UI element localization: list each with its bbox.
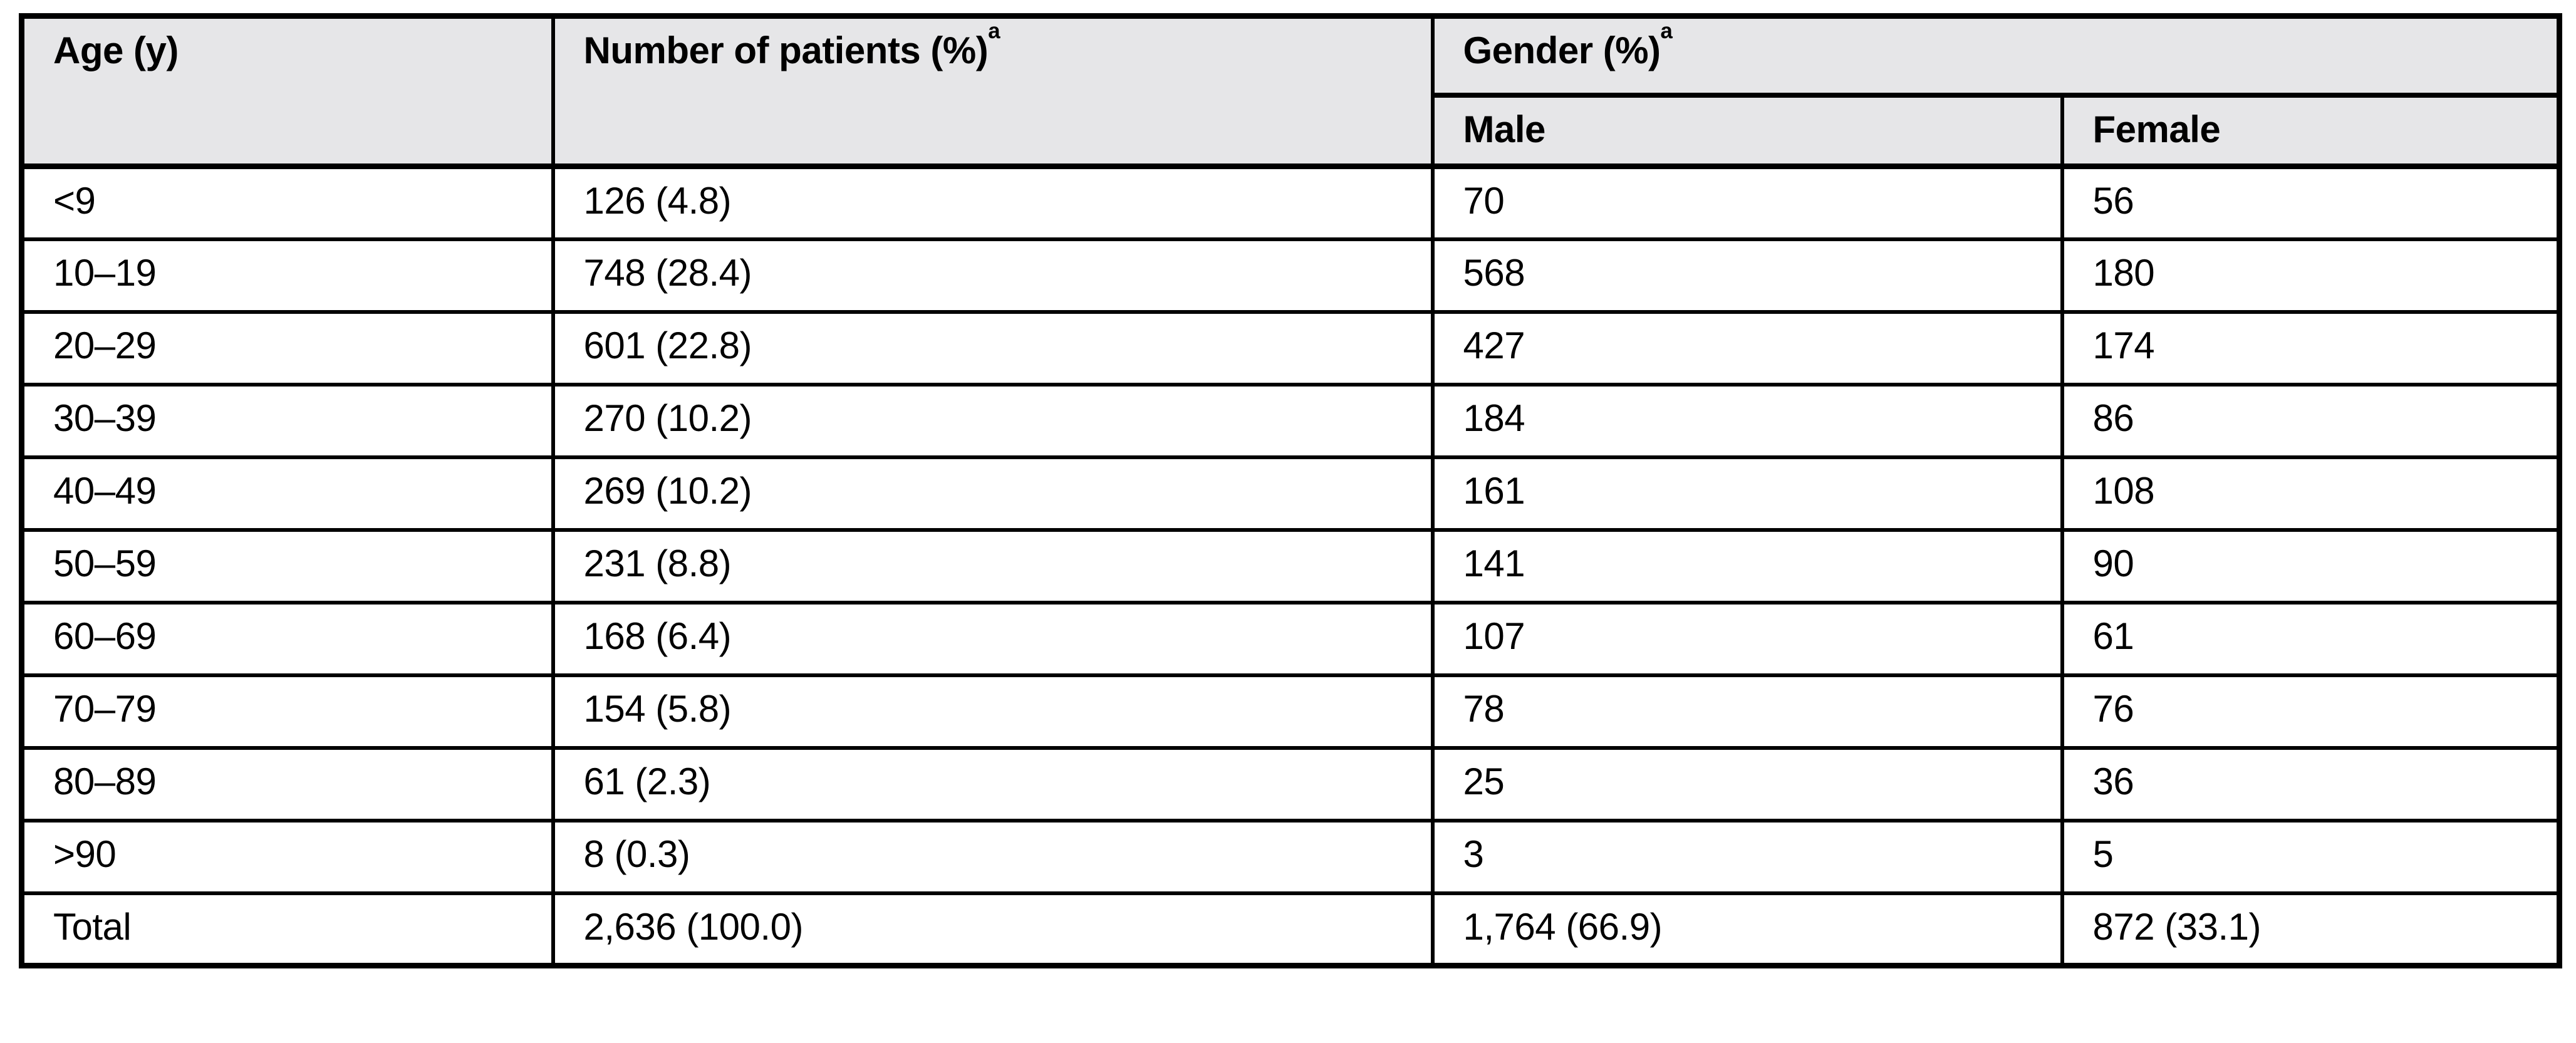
table-row-age-20-29: 20–29 601 (22.8) 427 174 <box>19 309 2562 387</box>
cell-age: 40–49 <box>19 455 555 532</box>
table-row-age-gt90: >90 8 (0.3) 3 5 <box>19 818 2562 895</box>
col-header-patients-label: Number of patients (%) <box>583 29 989 71</box>
cell-female: 180 <box>2060 237 2562 314</box>
cell-age: 80–89 <box>19 745 555 822</box>
cell-patients: 8 (0.3) <box>551 818 1435 895</box>
cell-female: 108 <box>2060 455 2562 532</box>
age-gender-table: Age (y) Number of patients (%)a Gender (… <box>19 13 2562 968</box>
cell-female: 90 <box>2060 527 2562 605</box>
cell-patients: 601 (22.8) <box>551 309 1435 387</box>
cell-age: 20–29 <box>19 309 555 387</box>
footnote-marker-a: a <box>988 18 1000 43</box>
cell-age: 30–39 <box>19 382 555 459</box>
cell-female: 61 <box>2060 600 2562 677</box>
table-row-age-80-89: 80–89 61 (2.3) 25 36 <box>19 745 2562 822</box>
col-header-gender-label: Gender (%) <box>1463 29 1661 71</box>
cell-male: 141 <box>1430 527 2064 605</box>
cell-age: 70–79 <box>19 673 555 750</box>
col-header-age-label: Age (y) <box>53 29 179 71</box>
cell-male: 70 <box>1430 164 2064 241</box>
col-header-age: Age (y) <box>19 14 555 169</box>
footnote-marker-a: a <box>1660 18 1673 43</box>
cell-age: <9 <box>19 164 555 241</box>
cell-male: 25 <box>1430 745 2064 822</box>
table-row-age-30-39: 30–39 270 (10.2) 184 86 <box>19 382 2562 459</box>
cell-patients: 270 (10.2) <box>551 382 1435 459</box>
col-header-patients: Number of patients (%)a <box>551 14 1435 169</box>
cell-age: >90 <box>19 818 555 895</box>
cell-male: 568 <box>1430 237 2064 314</box>
cell-male: 1,764 (66.9) <box>1430 891 2064 968</box>
cell-age: Total <box>19 891 555 968</box>
table-row-age-60-69: 60–69 168 (6.4) 107 61 <box>19 600 2562 677</box>
header-row-main: Age (y) Number of patients (%)a Gender (… <box>19 14 2562 169</box>
table-row-age-10-19: 10–19 748 (28.4) 568 180 <box>19 237 2562 314</box>
cell-female: 872 (33.1) <box>2060 891 2562 968</box>
cell-male: 161 <box>1430 455 2064 532</box>
cell-patients: 154 (5.8) <box>551 673 1435 750</box>
cell-age: 50–59 <box>19 527 555 605</box>
header-row-gender-split: Male Female <box>22 93 2562 169</box>
cell-patients: 168 (6.4) <box>551 600 1435 677</box>
cell-male: 78 <box>1430 673 2064 750</box>
col-header-female: Female <box>2060 93 2562 169</box>
table-row-age-50-59: 50–59 231 (8.8) 141 90 <box>19 527 2562 605</box>
cell-age: 10–19 <box>19 237 555 314</box>
cell-patients: 269 (10.2) <box>551 455 1435 532</box>
cell-female: 56 <box>2060 164 2562 241</box>
cell-female: 76 <box>2060 673 2562 750</box>
table-row-age-lt9: <9 126 (4.8) 70 56 <box>19 164 2562 241</box>
cell-patients: 748 (28.4) <box>551 237 1435 314</box>
cell-female: 86 <box>2060 382 2562 459</box>
cell-female: 174 <box>2060 309 2562 387</box>
cell-female: 5 <box>2060 818 2562 895</box>
table-row-age-40-49: 40–49 269 (10.2) 161 108 <box>19 455 2562 532</box>
patient-demographics-table: Age (y) Number of patients (%)a Gender (… <box>19 13 2562 968</box>
cell-age: 60–69 <box>19 600 555 677</box>
cell-male: 427 <box>1430 309 2064 387</box>
table-row-age-70-79: 70–79 154 (5.8) 78 76 <box>19 673 2562 750</box>
cell-patients: 126 (4.8) <box>551 164 1435 241</box>
table-row-total: Total 2,636 (100.0) 1,764 (66.9) 872 (33… <box>19 891 2562 968</box>
cell-patients: 61 (2.3) <box>551 745 1435 822</box>
col-header-gender: Gender (%)a <box>1430 14 2562 98</box>
cell-male: 107 <box>1430 600 2064 677</box>
cell-male: 3 <box>1430 818 2064 895</box>
cell-patients: 231 (8.8) <box>551 527 1435 605</box>
col-header-male: Male <box>1430 93 2064 169</box>
cell-female: 36 <box>2060 745 2562 822</box>
cell-male: 184 <box>1430 382 2064 459</box>
cell-patients: 2,636 (100.0) <box>551 891 1435 968</box>
